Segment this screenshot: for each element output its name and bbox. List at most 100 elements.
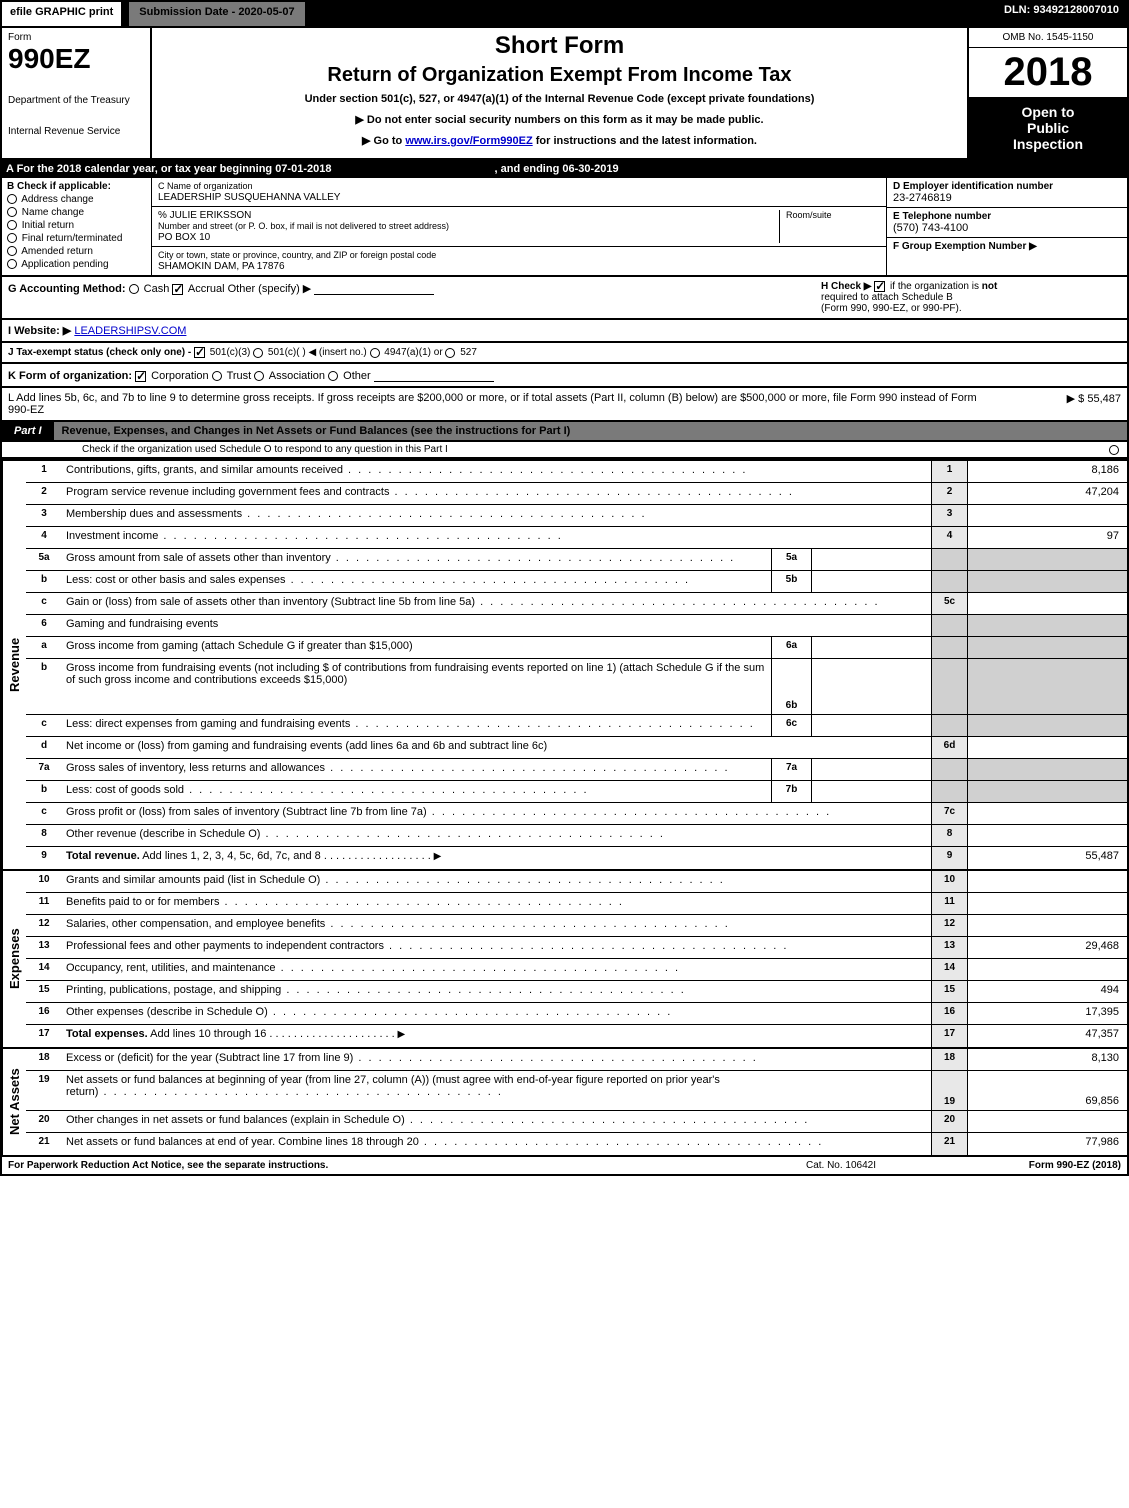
street-row: % JULIE ERIKSSON Number and street (or P… <box>152 207 886 247</box>
radio-trust[interactable] <box>212 371 222 381</box>
part1-title: Revenue, Expenses, and Changes in Net As… <box>54 422 1127 440</box>
city-label: City or town, state or province, country… <box>158 250 436 260</box>
line-k-label: K Form of organization: <box>8 370 132 382</box>
tax-year: 2018 <box>969 48 1127 98</box>
line-6c: c Less: direct expenses from gaming and … <box>26 715 1127 737</box>
checkbox-accrual[interactable] <box>172 284 183 295</box>
org-name-row: C Name of organization LEADERSHIP SUSQUE… <box>152 178 886 207</box>
other-org-field[interactable] <box>374 368 494 382</box>
radio-cash[interactable] <box>129 284 139 294</box>
amt-17: 47,357 <box>967 1025 1127 1047</box>
city-row: City or town, state or province, country… <box>152 247 886 275</box>
line-h-text3: (Form 990, 990-EZ, or 990-PF). <box>821 303 962 314</box>
radio-other-org[interactable] <box>328 371 338 381</box>
amt-15: 494 <box>967 981 1127 1002</box>
group-label: F Group Exemption Number ▶ <box>893 241 1037 252</box>
amt-12 <box>967 915 1127 936</box>
line-9: 9 Total revenue. Add lines 1, 2, 3, 4, 5… <box>26 847 1127 869</box>
tax-year-bar: A For the 2018 calendar year, or tax yea… <box>0 160 1129 178</box>
topbar-spacer <box>307 0 994 28</box>
tax-year-begin: A For the 2018 calendar year, or tax yea… <box>6 163 331 175</box>
header-right: OMB No. 1545-1150 2018 Open to Public In… <box>967 28 1127 158</box>
line-8: 8 Other revenue (describe in Schedule O)… <box>26 825 1127 847</box>
line-i: I Website: ▶ LEADERSHIPSV.COM <box>0 320 1129 343</box>
line-l-amount: ▶ $ 55,487 <box>1001 392 1121 416</box>
line-7c: c Gross profit or (loss) from sales of i… <box>26 803 1127 825</box>
line-6: 6 Gaming and fundraising events <box>26 615 1127 637</box>
amt-14 <box>967 959 1127 980</box>
radio-association[interactable] <box>254 371 264 381</box>
ein-row: D Employer identification number 23-2746… <box>887 178 1127 208</box>
amt-20 <box>967 1111 1127 1132</box>
line-l: L Add lines 5b, 6c, and 7b to line 9 to … <box>0 388 1129 422</box>
chk-initial-return[interactable]: Initial return <box>7 220 146 231</box>
dept-irs: Internal Revenue Service <box>8 126 144 137</box>
line-h-text2: required to attach Schedule B <box>821 292 953 303</box>
radio-4947[interactable] <box>370 348 380 358</box>
line-i-label: I Website: ▶ <box>8 325 71 337</box>
amt-16: 17,395 <box>967 1003 1127 1024</box>
line-j: J Tax-exempt status (check only one) - 5… <box>0 343 1129 364</box>
group-exemption-row: F Group Exemption Number ▶ <box>887 238 1127 275</box>
line-12: 12 Salaries, other compensation, and emp… <box>26 915 1127 937</box>
chk-501c3[interactable] <box>194 347 205 358</box>
subval-7b <box>811 781 931 802</box>
street-cell: % JULIE ERIKSSON Number and street (or P… <box>158 210 780 243</box>
chk-amended-return[interactable]: Amended return <box>7 246 146 257</box>
line-5c: c Gain or (loss) from sale of assets oth… <box>26 593 1127 615</box>
line-6b: b Gross income from fundraising events (… <box>26 659 1127 715</box>
chk-address-change[interactable]: Address change <box>7 194 146 205</box>
form-label: Form <box>8 32 144 43</box>
amt-18: 8,130 <box>967 1049 1127 1070</box>
page-footer: For Paperwork Reduction Act Notice, see … <box>0 1157 1129 1176</box>
chk-name-change[interactable]: Name change <box>7 207 146 218</box>
amt-7c <box>967 803 1127 824</box>
line-21: 21 Net assets or fund balances at end of… <box>26 1133 1127 1155</box>
chk-application-pending[interactable]: Application pending <box>7 259 146 270</box>
checkbox-schedule-b[interactable] <box>874 281 885 292</box>
efile-label: efile GRAPHIC print <box>0 0 123 28</box>
amt-4: 97 <box>967 527 1127 548</box>
line-g-h: G Accounting Method: Cash Accrual Other … <box>0 277 1129 320</box>
chk-final-return[interactable]: Final return/terminated <box>7 233 146 244</box>
line-16: 16 Other expenses (describe in Schedule … <box>26 1003 1127 1025</box>
other-specify-field[interactable] <box>314 281 434 295</box>
chk-corporation[interactable] <box>135 371 146 382</box>
subval-6c <box>811 715 931 736</box>
footer-right: Form 990-EZ (2018) <box>941 1160 1121 1171</box>
amt-10 <box>967 871 1127 892</box>
dln-label: DLN: 93492128007010 <box>994 0 1129 28</box>
amt-1: 8,186 <box>967 461 1127 482</box>
line-11: 11 Benefits paid to or for members 11 <box>26 893 1127 915</box>
part1-sub: Check if the organization used Schedule … <box>0 442 1129 459</box>
subtitle: Under section 501(c), 527, or 4947(a)(1)… <box>162 93 957 105</box>
irs-link[interactable]: www.irs.gov/Form990EZ <box>405 135 532 147</box>
goto-link: ▶ Go to www.irs.gov/Form990EZ for instru… <box>162 134 957 147</box>
radio-501c[interactable] <box>253 348 263 358</box>
part1-checkbox[interactable] <box>1109 444 1121 455</box>
revenue-body: 1 Contributions, gifts, grants, and simi… <box>26 461 1127 869</box>
line-4: 4 Investment income 4 97 <box>26 527 1127 549</box>
room-label: Room/suite <box>786 210 832 220</box>
amt-11 <box>967 893 1127 914</box>
line-h: H Check ▶ if the organization is not req… <box>821 281 1121 314</box>
line-j-label: J Tax-exempt status (check only one) - <box>8 347 191 358</box>
line-7a: 7a Gross sales of inventory, less return… <box>26 759 1127 781</box>
footer-mid: Cat. No. 10642I <box>741 1160 941 1171</box>
line-10: 10 Grants and similar amounts paid (list… <box>26 871 1127 893</box>
expenses-section: Expenses 10 Grants and similar amounts p… <box>0 869 1129 1047</box>
line-2: 2 Program service revenue including gove… <box>26 483 1127 505</box>
org-name-label: C Name of organization <box>158 181 253 191</box>
line-k: K Form of organization: Corporation Trus… <box>0 364 1129 388</box>
radio-527[interactable] <box>445 348 455 358</box>
website-link[interactable]: LEADERSHIPSV.COM <box>74 325 186 337</box>
revenue-section: Revenue 1 Contributions, gifts, grants, … <box>0 459 1129 869</box>
subval-5a <box>811 549 931 570</box>
open-line1: Open to <box>1022 104 1075 120</box>
line-14: 14 Occupancy, rent, utilities, and maint… <box>26 959 1127 981</box>
expenses-body: 10 Grants and similar amounts paid (list… <box>26 871 1127 1047</box>
ein: 23-2746819 <box>893 192 952 204</box>
line-19: 19 Net assets or fund balances at beginn… <box>26 1071 1127 1111</box>
subval-7a <box>811 759 931 780</box>
tel-row: E Telephone number (570) 743-4100 <box>887 208 1127 238</box>
